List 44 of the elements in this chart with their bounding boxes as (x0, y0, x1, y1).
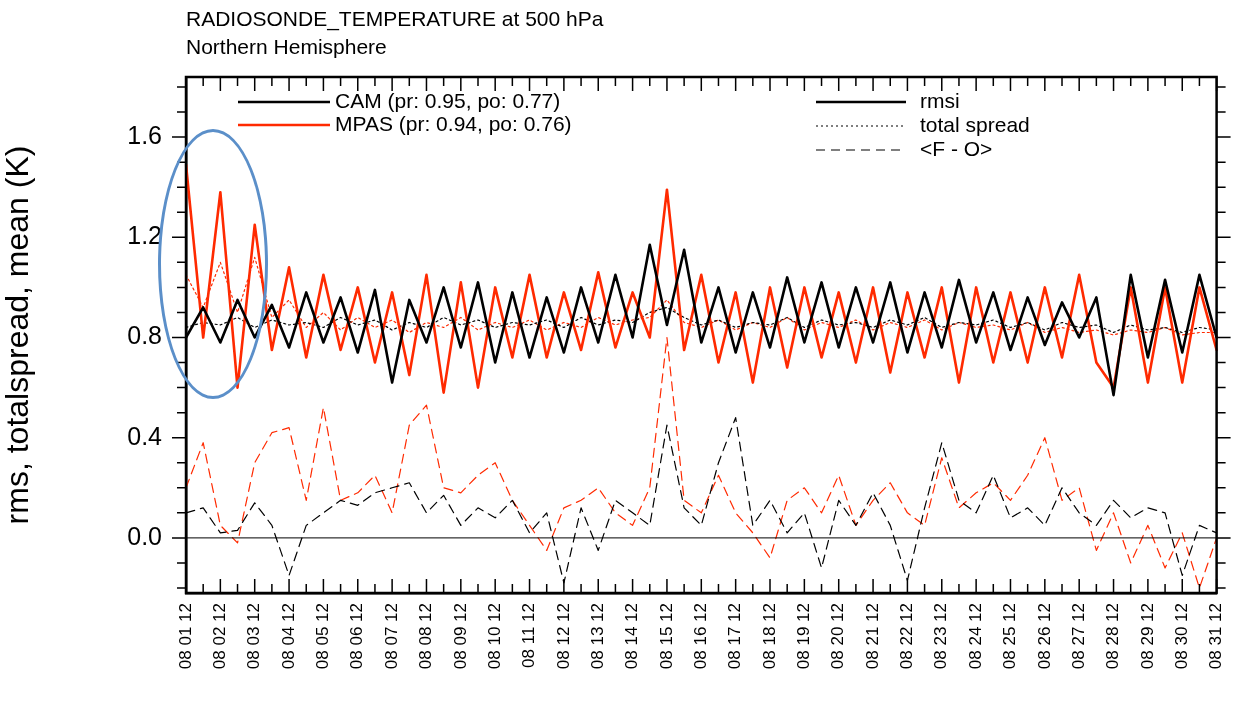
y-tick-label: 0.8 (127, 321, 162, 350)
x-tick-label: 08 12 12 (553, 603, 573, 670)
x-tick-label: 08 01 12 (175, 603, 195, 670)
x-tick-label: 08 14 12 (622, 603, 642, 670)
y-tick-label: 0.0 (127, 521, 162, 550)
x-tick-label: 08 13 12 (587, 603, 607, 670)
y-tick-label: 1.2 (127, 221, 162, 250)
x-tick-label: 08 27 12 (1068, 603, 1088, 670)
annotation: rmsi (920, 88, 960, 112)
y-axis-title: rms, totalspread, mean (K) (0, 145, 36, 525)
x-tick-label: 08 31 12 (1206, 603, 1226, 670)
x-tick-label: 08 29 12 (1137, 603, 1157, 670)
x-tick-label: 08 10 12 (484, 603, 504, 670)
x-tick-label: 08 06 12 (347, 603, 367, 670)
x-tick-label: 08 09 12 (450, 603, 470, 670)
x-tick-label: 08 02 12 (210, 603, 230, 670)
x-tick-label: 08 23 12 (931, 603, 951, 670)
annotation: total spread (920, 112, 1030, 136)
x-tick-label: 08 19 12 (794, 603, 814, 670)
x-tick-label: 08 05 12 (313, 603, 333, 670)
chart-subtitle: Northern Hemisphere (186, 35, 387, 58)
x-tick-label: 08 16 12 (690, 603, 710, 670)
x-tick-label: 08 24 12 (965, 603, 985, 670)
x-tick-label: 08 07 12 (381, 603, 401, 670)
x-tick-label: 08 20 12 (828, 603, 848, 670)
legend-label: MPAS (pr: 0.94, po: 0.76) (335, 111, 572, 135)
x-tick-label: 08 22 12 (897, 603, 917, 670)
x-tick-label: 08 25 12 (1000, 603, 1020, 670)
annotation: <F - O> (920, 136, 993, 160)
x-tick-label: 08 15 12 (656, 603, 676, 670)
legend-label: CAM (pr: 0.95, po: 0.77) (335, 88, 561, 112)
y-tick-label: 1.6 (127, 121, 162, 150)
x-tick-label: 08 21 12 (862, 603, 882, 670)
x-tick-label: 08 04 12 (278, 603, 298, 670)
x-tick-label: 08 26 12 (1034, 603, 1054, 670)
x-tick-label: 08 08 12 (416, 603, 436, 670)
x-tick-label: 08 30 12 (1171, 603, 1191, 670)
x-tick-label: 08 17 12 (725, 603, 745, 670)
x-tick-label: 08 18 12 (759, 603, 779, 670)
x-tick-label: 08 03 12 (244, 603, 264, 670)
x-tick-label: 08 28 12 (1103, 603, 1123, 670)
y-tick-label: 0.4 (127, 421, 163, 450)
x-tick-label: 08 11 12 (519, 603, 539, 668)
chart-title: RADIOSONDE_TEMPERATURE at 500 hPa (186, 7, 604, 31)
